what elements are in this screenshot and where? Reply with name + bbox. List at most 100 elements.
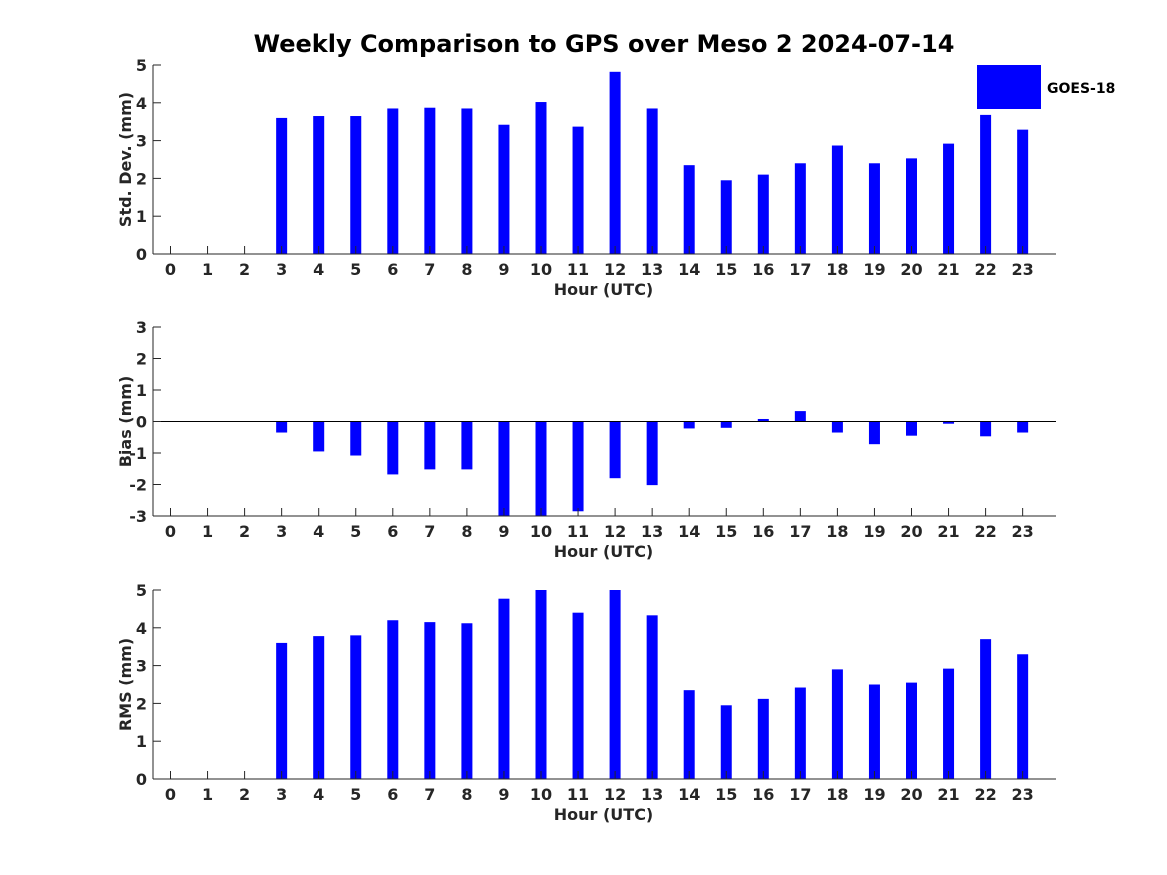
bar-rms-hour-15 — [720, 705, 732, 779]
xtick-label-bias-17: 17 — [789, 522, 811, 541]
bar-bias-hour-4 — [313, 421, 325, 452]
xtick-label-std-dev-15: 15 — [715, 260, 737, 279]
bar-bias-hour-10 — [535, 421, 547, 516]
xtick-label-bias-22: 22 — [974, 522, 996, 541]
legend-label-goes-18: GOES-18 — [1047, 81, 1115, 97]
bar-rms-hour-9 — [498, 598, 510, 779]
ytick-label-rms-4: 4 — [136, 619, 147, 638]
xtick-label-std-dev-1: 1 — [202, 260, 213, 279]
bar-rms-hour-14 — [683, 690, 695, 779]
ytick-label-bias-6: 3 — [136, 318, 147, 337]
bar-rms-hour-21 — [943, 668, 955, 779]
bar-std-dev-hour-5 — [350, 116, 362, 254]
xtick-label-std-dev-23: 23 — [1012, 260, 1034, 279]
ytick-label-bias-3: 0 — [136, 413, 147, 432]
xtick-label-std-dev-17: 17 — [789, 260, 811, 279]
xtick-label-std-dev-4: 4 — [313, 260, 324, 279]
bar-bias-hour-14 — [683, 421, 695, 429]
ytick-label-rms-5: 5 — [136, 581, 147, 600]
bar-rms-hour-3 — [276, 642, 288, 779]
xtick-label-std-dev-5: 5 — [350, 260, 361, 279]
bar-bias-hour-9 — [498, 421, 510, 516]
xtick-label-rms-14: 14 — [678, 785, 700, 804]
bar-bias-hour-16 — [757, 418, 769, 422]
xtick-label-bias-13: 13 — [641, 522, 663, 541]
xtick-label-std-dev-8: 8 — [461, 260, 472, 279]
xtick-label-bias-21: 21 — [937, 522, 959, 541]
xtick-label-std-dev-7: 7 — [424, 260, 435, 279]
xtick-label-bias-11: 11 — [567, 522, 589, 541]
bar-std-dev-hour-19 — [868, 163, 880, 254]
xtick-label-rms-13: 13 — [641, 785, 663, 804]
ylabel-rms: RMS (mm) — [116, 638, 135, 731]
ytick-label-bias-2: -1 — [129, 444, 147, 463]
xtick-label-std-dev-2: 2 — [239, 260, 250, 279]
xtick-label-rms-6: 6 — [387, 785, 398, 804]
xtick-label-rms-10: 10 — [530, 785, 552, 804]
bar-rms-hour-4 — [313, 636, 325, 779]
bar-bias-hour-19 — [868, 421, 880, 445]
xtick-label-std-dev-3: 3 — [276, 260, 287, 279]
xtick-label-bias-20: 20 — [900, 522, 922, 541]
xtick-label-rms-4: 4 — [313, 785, 324, 804]
bar-bias-hour-15 — [720, 421, 732, 428]
bar-bias-hour-12 — [609, 421, 621, 479]
xtick-label-std-dev-21: 21 — [937, 260, 959, 279]
xtick-label-rms-7: 7 — [424, 785, 435, 804]
ytick-label-std-dev-5: 5 — [136, 56, 147, 75]
bar-std-dev-hour-20 — [906, 158, 917, 254]
xtick-label-rms-8: 8 — [461, 785, 472, 804]
xtick-label-rms-22: 22 — [974, 785, 996, 804]
xtick-label-bias-5: 5 — [350, 522, 361, 541]
xlabel-bias: Hour (UTC) — [554, 542, 654, 561]
xtick-label-rms-1: 1 — [202, 785, 213, 804]
xtick-label-rms-16: 16 — [752, 785, 774, 804]
xtick-label-std-dev-13: 13 — [641, 260, 663, 279]
ytick-label-rms-3: 3 — [136, 657, 147, 676]
bar-std-dev-hour-18 — [831, 145, 843, 254]
xtick-label-bias-9: 9 — [498, 522, 509, 541]
xtick-label-std-dev-12: 12 — [604, 260, 626, 279]
bar-rms-hour-6 — [387, 620, 399, 779]
bar-rms-hour-19 — [868, 684, 880, 779]
xtick-label-rms-5: 5 — [350, 785, 361, 804]
xtick-label-std-dev-6: 6 — [387, 260, 398, 279]
xtick-label-bias-2: 2 — [239, 522, 250, 541]
bar-rms-hour-13 — [646, 615, 658, 779]
bar-rms-hour-7 — [424, 622, 436, 779]
bar-bias-hour-21 — [943, 421, 955, 424]
xtick-label-rms-2: 2 — [239, 785, 250, 804]
bar-std-dev-hour-13 — [646, 108, 658, 254]
xtick-label-rms-18: 18 — [826, 785, 848, 804]
xtick-label-bias-0: 0 — [165, 522, 176, 541]
xtick-label-bias-10: 10 — [530, 522, 552, 541]
xtick-label-std-dev-20: 20 — [900, 260, 922, 279]
bar-rms-hour-8 — [461, 623, 473, 779]
xtick-label-std-dev-11: 11 — [567, 260, 589, 279]
ylabel-bias: Bias (mm) — [116, 376, 135, 468]
bar-bias-hour-23 — [1017, 421, 1029, 433]
xtick-label-std-dev-0: 0 — [165, 260, 176, 279]
xtick-label-rms-12: 12 — [604, 785, 626, 804]
bar-rms-hour-23 — [1017, 654, 1029, 779]
ytick-label-bias-5: 2 — [136, 350, 147, 369]
legend-swatch-goes-18 — [977, 65, 1041, 109]
bar-bias-hour-22 — [980, 421, 992, 437]
xtick-label-rms-11: 11 — [567, 785, 589, 804]
bar-std-dev-hour-16 — [757, 174, 769, 254]
xtick-label-bias-12: 12 — [604, 522, 626, 541]
ytick-label-bias-0: -3 — [129, 507, 147, 526]
bar-bias-hour-6 — [387, 421, 399, 475]
xtick-label-rms-15: 15 — [715, 785, 737, 804]
bar-rms-hour-10 — [535, 590, 547, 779]
xtick-label-std-dev-9: 9 — [498, 260, 509, 279]
xtick-label-bias-18: 18 — [826, 522, 848, 541]
xtick-label-rms-0: 0 — [165, 785, 176, 804]
bar-std-dev-hour-4 — [313, 116, 325, 254]
xtick-label-bias-7: 7 — [424, 522, 435, 541]
xtick-label-std-dev-19: 19 — [863, 260, 885, 279]
bar-std-dev-hour-15 — [720, 180, 732, 254]
legend: GOES-18 — [977, 65, 1115, 109]
